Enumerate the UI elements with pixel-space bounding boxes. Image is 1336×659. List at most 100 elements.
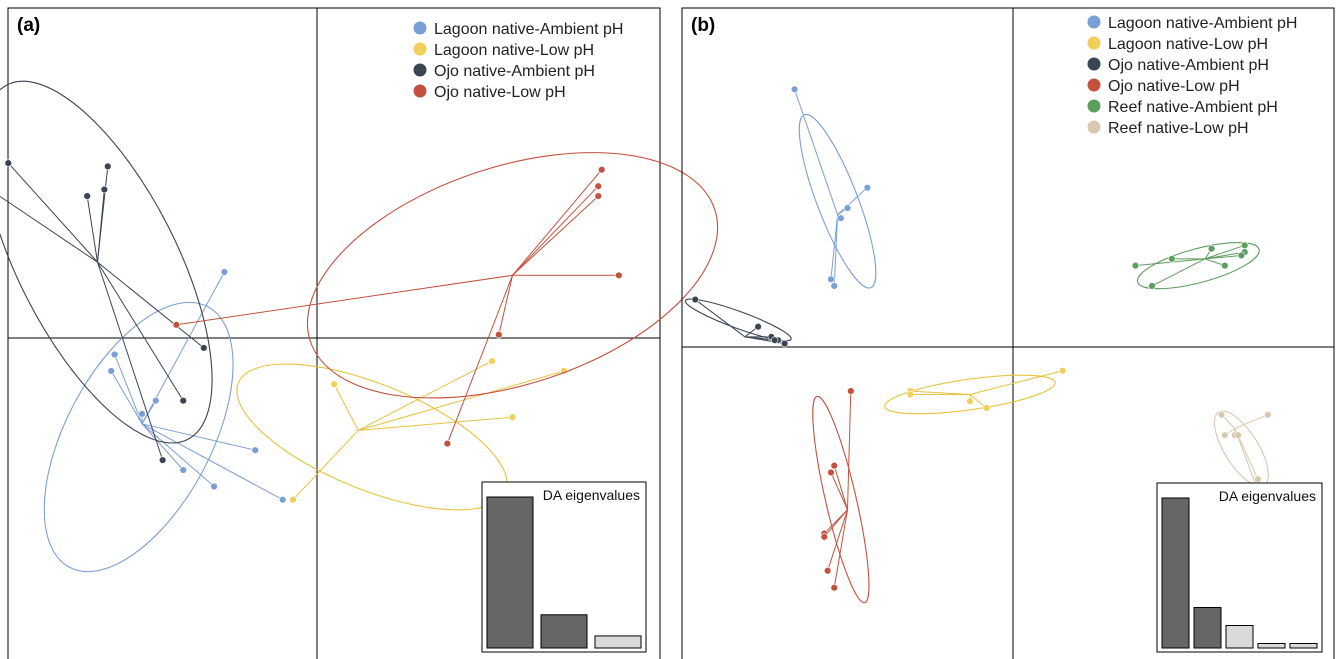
eigenvalue-bar <box>1225 625 1254 649</box>
data-point <box>251 446 259 454</box>
star-segment <box>176 274 513 326</box>
star-segment <box>97 261 184 401</box>
group-lagoon-native-ambient-ph <box>790 85 877 290</box>
inertia-ellipse <box>884 374 1056 415</box>
group-ojo-native-low-ph <box>812 387 870 604</box>
legend-label: Reef native-Low pH <box>1108 120 1249 137</box>
data-point <box>1207 244 1216 253</box>
star-segment <box>694 299 746 338</box>
panel-frame <box>681 7 1335 659</box>
data-point <box>594 192 602 200</box>
data-point <box>279 496 287 504</box>
legend-marker <box>1087 57 1101 71</box>
legend-marker <box>1087 120 1101 134</box>
data-point <box>780 339 789 348</box>
data-point <box>1058 367 1067 375</box>
data-point <box>158 456 167 464</box>
star-segment <box>96 189 105 263</box>
legend-label: Ojo native-Low pH <box>1108 78 1240 95</box>
eigenvalue-bar <box>1193 607 1222 649</box>
data-point <box>790 85 799 94</box>
star-segment <box>794 89 839 215</box>
data-point <box>179 466 187 474</box>
data-point <box>100 185 109 194</box>
inertia-ellipse <box>306 152 719 399</box>
legend-label: Lagoon native-Low pH <box>434 42 594 59</box>
legend-marker <box>1087 99 1101 113</box>
data-point <box>615 271 623 279</box>
legend-marker <box>1087 36 1101 50</box>
panel-label: (b) <box>691 15 715 36</box>
star-segment <box>141 423 184 471</box>
data-point <box>1217 411 1226 419</box>
data-point <box>827 468 835 477</box>
data-point <box>837 214 845 222</box>
data-point <box>110 350 119 359</box>
data-point <box>847 387 855 395</box>
legend-marker <box>413 42 427 56</box>
legend-marker <box>1087 15 1101 29</box>
star-segment <box>1204 244 1245 260</box>
data-point <box>1131 261 1140 270</box>
star-segment <box>910 390 970 395</box>
star-segment <box>7 162 98 263</box>
star-segment <box>141 423 283 501</box>
legend-label: Lagoon native-Low pH <box>1108 36 1268 53</box>
star-segment <box>97 261 164 461</box>
star-segment <box>97 261 205 349</box>
panel-label: (a) <box>17 15 40 36</box>
star-segment <box>969 370 1063 395</box>
eigenvalue-bar <box>1161 497 1190 649</box>
data-point <box>966 397 974 405</box>
star-segment <box>86 196 98 263</box>
eigenvalue-bar <box>1257 643 1286 649</box>
legend-label: Ojo native-Ambient pH <box>1108 57 1269 74</box>
star-segment <box>1204 251 1245 260</box>
data-point <box>1264 411 1272 419</box>
eigenvalue-bar <box>1289 643 1318 649</box>
inertia-ellipse <box>1136 242 1260 290</box>
star-segment <box>827 509 848 571</box>
panel-a: Lagoon native-Ambient pH Lagoon native-Lo… <box>0 7 719 659</box>
star-segment <box>498 275 513 335</box>
star-segment <box>357 360 493 431</box>
eigenvalue-bar <box>486 496 534 649</box>
data-point <box>1221 431 1229 439</box>
star-segment <box>141 423 256 451</box>
legend-marker <box>413 84 427 98</box>
star-segment <box>141 423 215 487</box>
star-segment <box>446 275 513 444</box>
star-segment <box>823 509 848 538</box>
eigenvalue-bar <box>594 635 642 649</box>
star-segment <box>1135 258 1206 267</box>
legend: Lagoon native-Ambient pH Lagoon native-Lo… <box>1087 15 1297 137</box>
data-point <box>107 367 115 375</box>
data-point <box>1234 431 1242 439</box>
data-point <box>200 344 208 352</box>
data-point <box>770 336 779 344</box>
star-segment <box>114 354 143 424</box>
group-reef-native-ambient-ph <box>1131 241 1260 290</box>
star-segment <box>1151 258 1206 287</box>
data-point <box>691 295 699 304</box>
star-segment <box>833 509 848 588</box>
star-segment <box>1234 414 1269 429</box>
eigenvalue-inset: DA eigenvalues <box>481 481 647 653</box>
eigenvalue-bar <box>540 614 588 649</box>
panel-frame <box>7 7 661 659</box>
star-segment <box>847 391 852 510</box>
data-point <box>1237 251 1246 260</box>
star-segment <box>512 185 599 276</box>
star-segment <box>837 187 868 216</box>
inertia-ellipse <box>0 80 213 444</box>
star-segment <box>512 195 599 276</box>
data-point <box>488 357 496 365</box>
data-point <box>830 583 838 592</box>
eigenvalue-inset: DA eigenvalues <box>1156 482 1323 653</box>
star-segment <box>833 465 848 510</box>
group-ojo-native-ambient-ph <box>0 80 213 464</box>
data-point <box>152 397 160 405</box>
data-point <box>827 275 835 283</box>
legend-label: Ojo native-Low pH <box>434 84 566 101</box>
data-point <box>220 268 229 276</box>
